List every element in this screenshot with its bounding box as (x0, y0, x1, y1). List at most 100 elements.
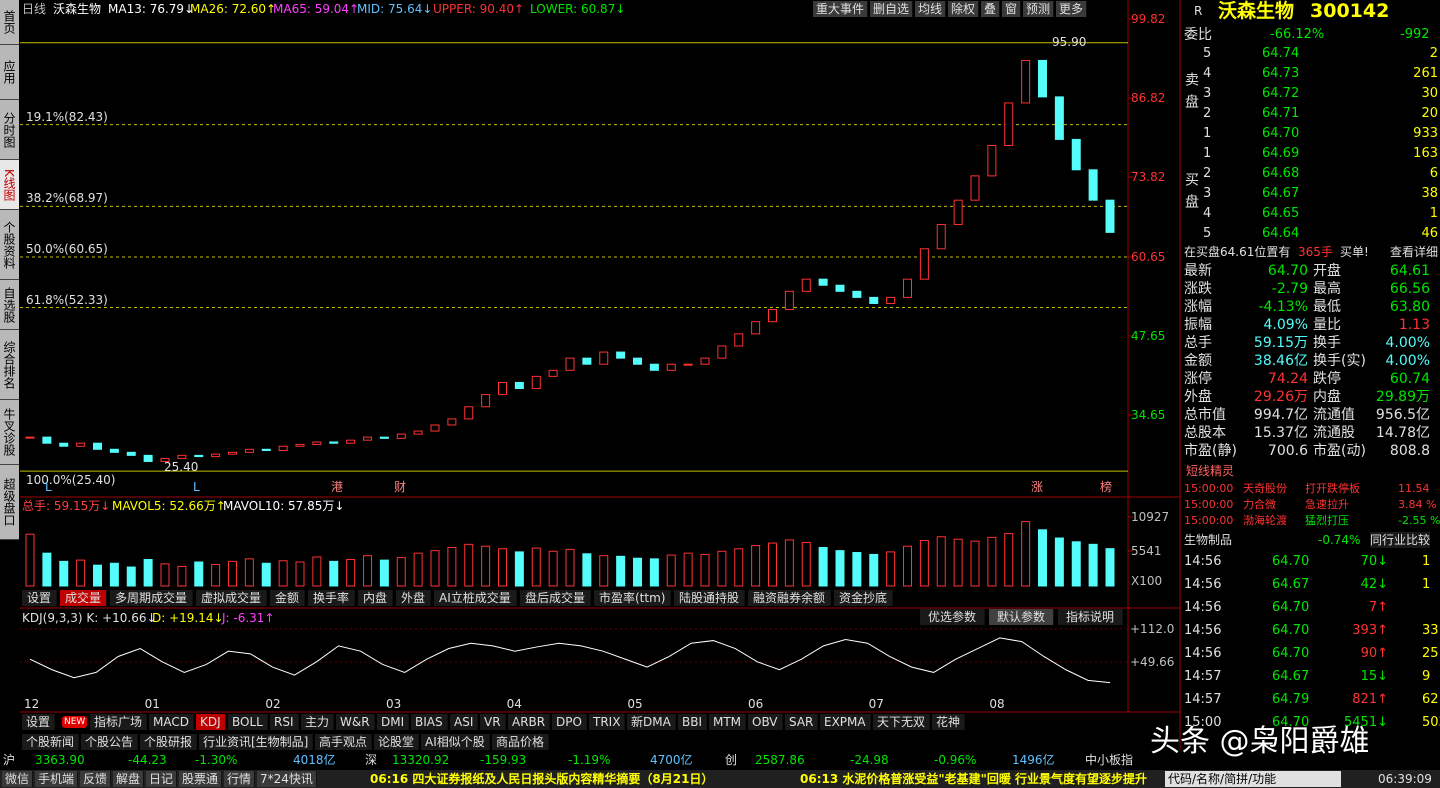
indicator-tab[interactable]: 外盘 (396, 590, 432, 606)
kdj-button[interactable]: 优选参数 (920, 609, 986, 625)
indicator-tab[interactable]: 陆股通持股 (674, 590, 746, 606)
indicator-tab[interactable]: VR (480, 714, 506, 730)
indicator-tab[interactable]: ASI (450, 714, 479, 730)
info-tab[interactable]: 个股公告 (81, 734, 139, 750)
indicator-tab[interactable]: W&R (336, 714, 375, 730)
fib-label: 50.0%(60.65) (26, 241, 108, 256)
indicator-tab[interactable]: BOLL (228, 714, 268, 730)
volume-bar (531, 547, 541, 587)
trade-field: 393↑ (1352, 623, 1388, 638)
toolbar-button[interactable]: 均线 (915, 1, 947, 17)
book-price: 64.71 (1262, 106, 1300, 121)
indicator-tab[interactable]: MTM (709, 714, 747, 730)
side-tab[interactable]: 个股资料 (0, 210, 19, 280)
book-volume: 933 (1413, 126, 1438, 141)
volume-bar (177, 565, 187, 587)
side-tab[interactable]: 首页 (0, 0, 19, 45)
toolbar-button[interactable]: 重大事件 (813, 1, 869, 17)
toolbar-button[interactable]: 窗 (1002, 1, 1022, 17)
index-field: 深 (365, 753, 378, 767)
indicator-tab[interactable]: KDJ (196, 714, 226, 730)
trade-field: 33 (1422, 623, 1439, 638)
side-tab[interactable]: 分时图 (0, 100, 19, 160)
status-button[interactable]: 行情 (224, 771, 256, 787)
info-tab[interactable]: 商品价格 (492, 734, 550, 750)
status-button[interactable]: 微信 (2, 771, 34, 787)
indicator-tab[interactable]: 融资融券余额 (748, 590, 832, 606)
indicator-tab[interactable]: 天下无双 (873, 714, 931, 730)
toolbar-button[interactable]: 叠 (981, 1, 1001, 17)
kdj-button[interactable]: 指标说明 (1058, 609, 1124, 625)
volume-bar (109, 562, 119, 587)
side-tab[interactable]: 超级盘口 (0, 465, 19, 540)
indicator-tab[interactable]: SAR (785, 714, 819, 730)
indicator-tab[interactable]: 内盘 (358, 590, 394, 606)
side-tab[interactable]: 牛叉诊股 (0, 400, 19, 465)
month-label: 12 (24, 697, 40, 711)
toolbar-button[interactable]: 预测 (1023, 1, 1055, 17)
status-button[interactable]: 反馈 (80, 771, 112, 787)
stat-field: 38.46亿 (1253, 353, 1308, 369)
sprite-field: 15:00:00 (1184, 514, 1234, 527)
candle (1105, 199, 1115, 233)
indicator-tab[interactable]: 花神 (932, 714, 966, 730)
indicator-tab[interactable]: DPO (552, 714, 587, 730)
indicator-tab[interactable]: MACD (149, 714, 194, 730)
volume-bar (717, 550, 727, 587)
kdj-button[interactable]: 默认参数 (989, 609, 1055, 625)
volume-bar (278, 560, 288, 587)
side-tab[interactable]: 自选股 (0, 280, 19, 330)
indicator-tab[interactable]: 设置 (22, 714, 56, 730)
indicator-tab[interactable]: 资金抄底 (834, 590, 894, 606)
indicator-tab[interactable]: 换手率 (308, 590, 356, 606)
info-tab[interactable]: 个股新闻 (22, 734, 80, 750)
volume-bar (160, 563, 170, 587)
info-tab[interactable]: 个股研报 (140, 734, 198, 750)
indicator-tab[interactable]: 主力 (301, 714, 335, 730)
info-tab[interactable]: 高手观点 (315, 734, 373, 750)
indicator-tab[interactable]: 金额 (270, 590, 306, 606)
indicator-tab[interactable]: 市盈率(ttm) (594, 590, 672, 606)
sprite-field: 11.54 (1398, 482, 1430, 495)
book-volume: 2 (1429, 46, 1438, 61)
status-button[interactable]: 手机端 (35, 771, 79, 787)
indicator-tab[interactable]: 新DMA (627, 714, 676, 730)
status-button[interactable]: 7*24快讯 (257, 771, 317, 787)
status-button[interactable]: 解盘 (113, 771, 145, 787)
index-field: 4018亿 (293, 753, 336, 767)
sprite-field: 3.84 % (1398, 498, 1437, 511)
indicator-tab[interactable]: 设置 (22, 590, 58, 606)
indicator-tab[interactable]: BBI (678, 714, 708, 730)
volume-bar (784, 539, 794, 587)
indicator-tab[interactable]: 成交量 (60, 590, 108, 606)
indicator-tab[interactable]: OBV (748, 714, 783, 730)
indicator-tab[interactable]: 多周期成交量 (110, 590, 194, 606)
indicator-tab[interactable]: ARBR (508, 714, 551, 730)
indicator-tab[interactable]: TRIX (589, 714, 626, 730)
indicator-tab[interactable]: 指标广场 (90, 714, 148, 730)
indicator-tab[interactable]: DMI (377, 714, 410, 730)
info-tab[interactable]: 行业资讯[生物制品] (199, 734, 314, 750)
toolbar-button[interactable]: 更多 (1056, 1, 1088, 17)
side-tab[interactable]: K线图 (0, 160, 19, 210)
trade-field: 64.70 (1272, 646, 1310, 661)
indicator-tab[interactable]: BIAS (411, 714, 448, 730)
info-tab[interactable]: AI相似个股 (421, 734, 490, 750)
indicator-tab[interactable]: RSI (270, 714, 299, 730)
indicator-tab[interactable]: 虚拟成交量 (196, 590, 268, 606)
side-tab[interactable]: 应用 (0, 45, 19, 100)
book-level: 1 (1203, 146, 1212, 161)
indicator-tab[interactable]: AI立桩成交量 (434, 590, 517, 606)
volume-bar (363, 555, 372, 587)
status-button[interactable]: 日记 (146, 771, 178, 787)
stat-field: 开盘 (1313, 263, 1341, 279)
toolbar-button[interactable]: 除权 (948, 1, 980, 17)
info-tab[interactable]: 论股堂 (374, 734, 420, 750)
indicator-tab[interactable]: EXPMA (820, 714, 871, 730)
trade-field: 821↑ (1352, 692, 1388, 707)
status-button[interactable]: 股票通 (179, 771, 223, 787)
toolbar-button[interactable]: 删自选 (870, 1, 914, 17)
index-field: -24.98 (850, 753, 889, 767)
indicator-tab[interactable]: 盘后成交量 (520, 590, 592, 606)
side-tab[interactable]: 综合排名 (0, 330, 19, 400)
